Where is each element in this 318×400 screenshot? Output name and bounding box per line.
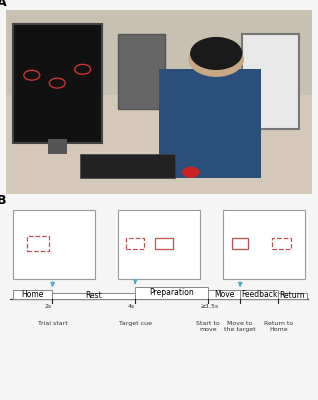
Bar [13,210,95,279]
Text: Trial start: Trial start [38,321,67,326]
Bar [159,69,261,178]
Bar [52,293,135,299]
Text: Start to
move: Start to move [197,321,220,332]
Text: B: B [0,194,6,207]
Circle shape [191,38,242,69]
Text: Return to
Home: Return to Home [264,321,293,332]
Bar [272,238,291,249]
Bar [240,290,278,299]
Text: 2s: 2s [45,304,52,309]
Bar [6,10,312,95]
Bar [80,154,175,178]
Text: Feedback: Feedback [241,290,277,299]
Bar [135,287,208,299]
Bar [13,290,52,299]
Bar [278,292,307,299]
Text: Rest: Rest [86,292,102,300]
Bar [118,210,200,279]
Bar [13,24,102,142]
Text: Preparation: Preparation [149,288,194,298]
Bar [118,34,165,109]
Bar [126,238,144,249]
Text: 4s: 4s [127,304,135,309]
Bar [223,210,305,279]
Bar [27,236,49,250]
Text: Home: Home [21,290,44,299]
Text: Move to
the target: Move to the target [224,321,256,332]
Circle shape [183,167,199,177]
Text: A: A [0,0,6,9]
Circle shape [189,42,243,76]
Bar [208,290,240,299]
Text: Target cue: Target cue [119,321,152,326]
Bar [232,238,248,249]
Bar [48,139,67,154]
Text: Return: Return [280,291,305,300]
Bar [6,95,312,194]
Text: ≥1.5s: ≥1.5s [200,304,218,309]
Bar [155,238,173,249]
Bar [242,34,299,129]
Text: Move: Move [214,290,234,299]
